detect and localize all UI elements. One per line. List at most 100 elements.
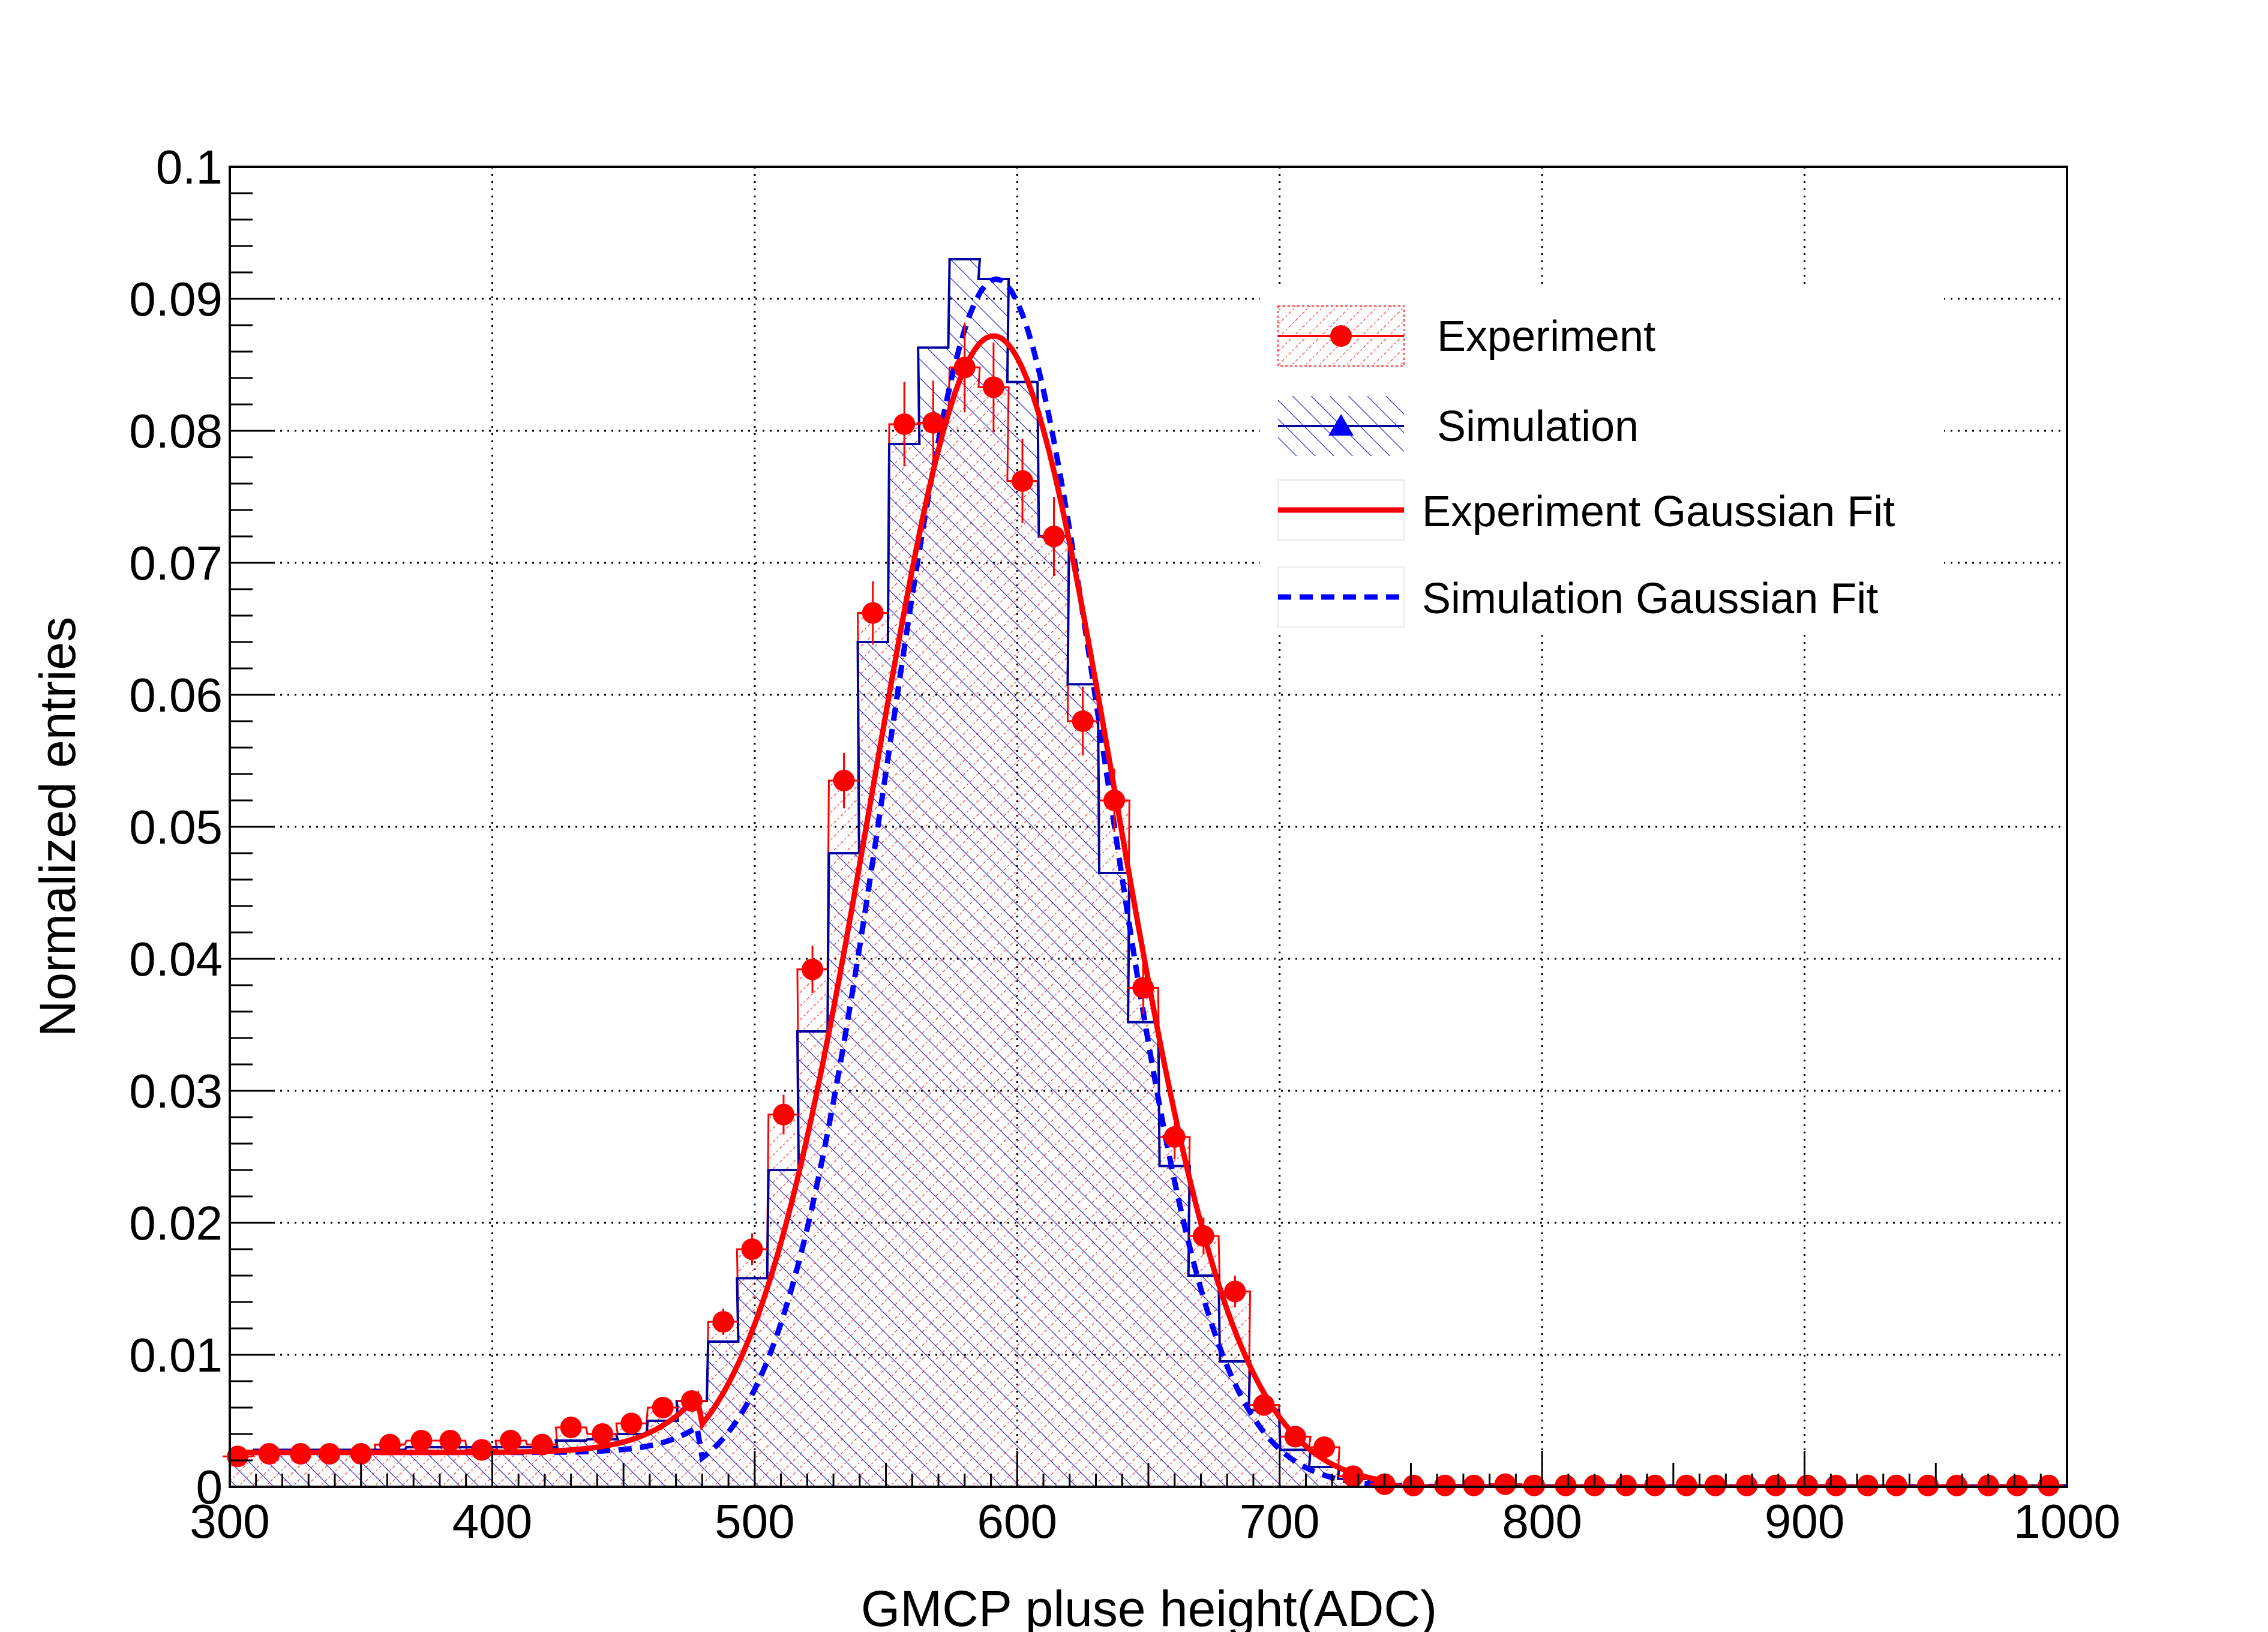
y-tick-label: 0.06	[129, 668, 223, 722]
experiment-point	[1610, 1474, 1642, 1496]
data-marker	[560, 1417, 582, 1438]
data-marker	[592, 1423, 614, 1445]
legend-experiment-fit-label: Experiment Gaussian Fit	[1422, 488, 1895, 536]
experiment-point	[949, 322, 980, 413]
experiment-point	[1398, 1474, 1429, 1496]
data-marker	[741, 1238, 763, 1260]
data-marker	[953, 356, 976, 379]
experiment-point	[285, 1443, 316, 1465]
experiment-point	[829, 752, 859, 809]
experiment-point	[1792, 1474, 1823, 1496]
experiment-point	[466, 1439, 497, 1461]
experiment-point	[737, 1233, 767, 1265]
x-tick-label: 300	[190, 1495, 269, 1548]
legend-simulation-fit-label: Simulation Gaussian Fit	[1422, 575, 1878, 623]
experiment-point	[2002, 1474, 2033, 1496]
data-marker	[1103, 790, 1126, 811]
experiment-point	[889, 382, 920, 467]
data-marker	[1644, 1474, 1666, 1496]
data-marker	[1825, 1474, 1847, 1496]
y-tick-label: 0.03	[129, 1064, 223, 1118]
experiment-point	[587, 1423, 618, 1445]
data-marker	[1555, 1474, 1577, 1496]
legend-experiment-label: Experiment	[1437, 313, 1655, 361]
data-marker	[982, 376, 1004, 398]
experiment-point	[2033, 1474, 2064, 1496]
experiment-point	[527, 1433, 557, 1456]
data-marker	[620, 1412, 643, 1435]
data-marker	[1796, 1474, 1818, 1496]
experiment-point	[1820, 1474, 1852, 1496]
experiment-point	[1007, 439, 1038, 523]
data-marker	[772, 1103, 794, 1126]
x-tick-label: 600	[977, 1495, 1057, 1548]
data-marker	[2038, 1474, 2060, 1496]
data-marker	[1704, 1474, 1726, 1496]
experiment-point	[768, 1094, 799, 1135]
data-marker	[439, 1430, 461, 1451]
data-marker	[1615, 1474, 1637, 1496]
y-axis-title: Normalized entries	[29, 617, 86, 1037]
data-marker	[1043, 526, 1065, 547]
experiment-point	[1671, 1474, 1702, 1496]
data-marker	[1885, 1474, 1907, 1496]
experiment-point	[1640, 1474, 1670, 1496]
experiment-point	[222, 1445, 253, 1468]
y-tick-label: 0.04	[129, 932, 223, 986]
x-tick-label: 700	[1240, 1495, 1319, 1548]
experiment-point	[1881, 1474, 1912, 1496]
data-marker	[410, 1430, 433, 1451]
experiment-point	[495, 1430, 526, 1451]
x-tick-label: 500	[715, 1495, 794, 1548]
x-axis-title: GMCP pluse height(ADC)	[861, 1580, 1437, 1632]
experiment-point	[708, 1309, 739, 1335]
experiment-point	[1188, 1217, 1219, 1255]
data-marker	[712, 1311, 734, 1333]
data-marker	[350, 1443, 372, 1465]
legend: Experiment Simulation Experiment Gaussia…	[1260, 288, 1944, 630]
experiment-point	[1280, 1426, 1311, 1448]
data-marker	[1946, 1474, 1968, 1496]
data-marker	[1402, 1474, 1424, 1496]
experiment-point	[556, 1417, 586, 1438]
data-marker	[258, 1443, 280, 1465]
experiment-point	[1128, 961, 1159, 1015]
data-marker	[1463, 1474, 1485, 1496]
data-marker	[1917, 1474, 1939, 1496]
experiment-point	[1519, 1474, 1550, 1496]
data-marker	[470, 1439, 493, 1461]
x-tick-label: 400	[452, 1495, 532, 1548]
experiment-point	[1067, 686, 1098, 756]
y-tick-label: 0.1	[156, 140, 223, 194]
x-tick-label: 800	[1502, 1495, 1582, 1548]
data-marker	[1132, 977, 1154, 999]
data-marker	[1224, 1280, 1246, 1303]
experiment-point	[647, 1397, 678, 1418]
data-marker	[1163, 1126, 1186, 1148]
legend-entry-simulation: Simulation	[1278, 396, 1639, 456]
legend-entry-simulation-fit: Simulation Gaussian Fit	[1277, 566, 1878, 628]
y-tick-label: 0.07	[129, 536, 223, 590]
y-tick-label: 0.05	[129, 800, 223, 854]
experiment-point	[346, 1443, 376, 1465]
experiment-point	[1099, 769, 1130, 832]
y-tick-label: 0	[196, 1460, 223, 1514]
y-tick-label: 0.01	[129, 1328, 223, 1382]
experiment-point	[1220, 1276, 1250, 1307]
legend-simulation-label: Simulation	[1437, 403, 1639, 451]
x-tick-label: 1000	[2014, 1495, 2120, 1548]
legend-simulation-marker	[1328, 414, 1354, 436]
y-tick-label: 0.08	[129, 404, 223, 458]
data-marker	[1012, 470, 1034, 492]
experiment-point	[374, 1433, 405, 1456]
data-marker	[1342, 1465, 1364, 1487]
experiment-point	[978, 342, 1009, 433]
data-marker	[1494, 1473, 1516, 1495]
experiment-point	[857, 581, 888, 645]
experiment-point	[1430, 1474, 1460, 1496]
y-tick-label: 0.09	[129, 272, 223, 326]
experiment-point	[1913, 1474, 1943, 1496]
data-marker	[1736, 1474, 1758, 1496]
data-marker	[1675, 1474, 1697, 1496]
